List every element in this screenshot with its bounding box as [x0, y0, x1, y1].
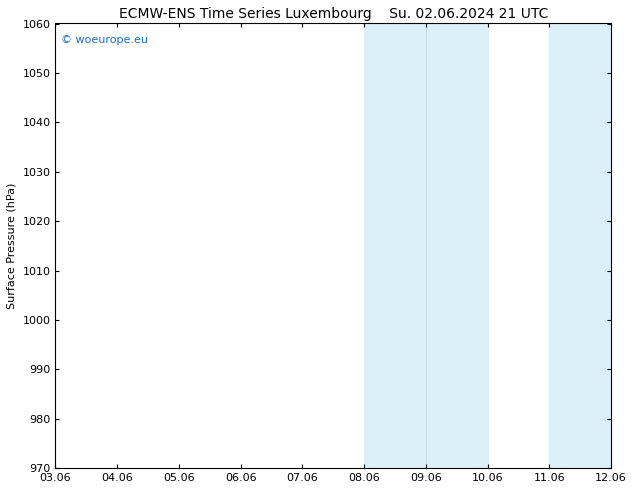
Y-axis label: Surface Pressure (hPa): Surface Pressure (hPa) — [7, 183, 17, 309]
Title: ECMW-ENS Time Series Luxembourg    Su. 02.06.2024 21 UTC: ECMW-ENS Time Series Luxembourg Su. 02.0… — [119, 7, 548, 21]
Text: © woeurope.eu: © woeurope.eu — [61, 35, 148, 45]
Bar — [364, 24, 488, 468]
Bar — [550, 24, 634, 468]
